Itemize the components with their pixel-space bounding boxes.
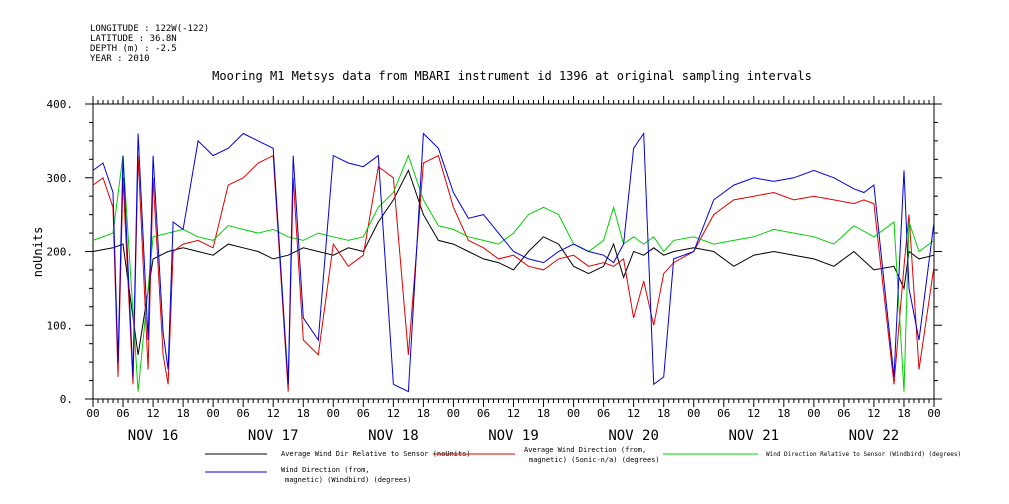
x-tick-label: 06 — [237, 407, 250, 420]
x-tick-label: 00 — [207, 407, 220, 420]
x-tick-label: 12 — [146, 407, 159, 420]
x-tick-label: 00 — [807, 407, 820, 420]
series-line-2 — [92, 154, 935, 392]
y-tick-label: 200. — [47, 246, 74, 259]
chart-title: Mooring M1 Metsys data from MBARI instru… — [212, 69, 812, 83]
x-tick-label: 00 — [567, 407, 580, 420]
y-tick-label: 100. — [47, 319, 74, 332]
legend-item-black: Average Wind Dir Relative to Sensor (noU… — [205, 450, 471, 458]
x-tick-label: 18 — [657, 407, 670, 420]
x-tick-label: 18 — [417, 407, 430, 420]
y-tick-label: 400. — [47, 98, 74, 111]
series-line-1 — [92, 154, 935, 392]
day-label: NOV 20 — [608, 428, 659, 444]
legend-label-black: Average Wind Dir Relative to Sensor (noU… — [281, 450, 471, 458]
legend-label-blue-line2: magnetic) (Windbird) (degrees) — [285, 476, 411, 484]
x-tick-label: 18 — [297, 407, 310, 420]
x-tick-label: 06 — [477, 407, 490, 420]
legend-item-red: Average Wind Direction (from, magnetic) … — [433, 446, 660, 464]
x-tick-label: 00 — [687, 407, 700, 420]
x-tick-label: 00 — [447, 407, 460, 420]
x-tick-label: 12 — [507, 407, 520, 420]
x-tick-label: 18 — [176, 407, 189, 420]
y-tick-label: 300. — [47, 172, 74, 185]
legend: Average Wind Dir Relative to Sensor (noU… — [205, 446, 961, 484]
legend-label-blue-line1: Wind Direction (from, — [281, 466, 370, 474]
day-label: NOV 17 — [248, 428, 299, 444]
day-label: NOV 21 — [728, 428, 779, 444]
day-label: NOV 16 — [128, 428, 179, 444]
x-tick-label: 12 — [867, 407, 880, 420]
legend-label-red-line1: Average Wind Direction (from, — [524, 446, 646, 454]
x-tick-label: 18 — [897, 407, 910, 420]
x-tick-label: 00 — [86, 407, 99, 420]
y-tick-label: 0. — [60, 393, 73, 406]
legend-item-blue: Wind Direction (from, magnetic) (Windbir… — [205, 466, 411, 484]
legend-item-green: Wind Direction Relative to Sensor (Windb… — [663, 451, 961, 458]
metadata-year: YEAR : 2010 — [90, 54, 150, 64]
x-tick-label: 06 — [837, 407, 850, 420]
x-tick-label: 18 — [537, 407, 550, 420]
x-tick-label: 12 — [627, 407, 640, 420]
x-tick-label: 06 — [357, 407, 370, 420]
series-lines — [92, 131, 935, 393]
x-tick-label: 06 — [116, 407, 129, 420]
x-tick-label: 12 — [387, 407, 400, 420]
legend-label-red-line2: magnetic) (Sonic-n/a) (degrees) — [529, 456, 660, 464]
x-tick-label: 00 — [327, 407, 340, 420]
series-line-3 — [92, 131, 935, 393]
metadata-latitude: LATITUDE : 36.8N — [90, 34, 177, 44]
metadata-block: LONGITUDE : 122W(-122) LATITUDE : 36.8N … — [90, 24, 209, 64]
series-line-0 — [92, 169, 935, 355]
day-label: NOV 18 — [368, 428, 419, 444]
y-axis-label: noUnits — [31, 227, 45, 278]
legend-label-green: Wind Direction Relative to Sensor (Windb… — [766, 451, 961, 458]
tick-marks — [85, 96, 942, 407]
x-tick-label: 12 — [747, 407, 760, 420]
x-tick-label: 00 — [927, 407, 940, 420]
day-labels: NOV 16 NOV 17 NOV 18 NOV 19 NOV 20 NOV 21 NOV … — [128, 428, 899, 444]
metadata-depth: DEPTH (m) : -2.5 — [90, 44, 177, 54]
x-tick-labels: 00 06 12 18 00 06 12 18 00 06 12 18 00 06 12 18 00 06 12 18… — [86, 407, 940, 420]
y-tick-labels: 0. 100. 200. 300. 400. — [47, 98, 74, 406]
metadata-longitude: LONGITUDE : 122W(-122) — [90, 24, 209, 34]
day-label: NOV 19 — [488, 428, 539, 444]
day-label: NOV 22 — [849, 428, 900, 444]
x-tick-label: 06 — [597, 407, 610, 420]
x-tick-label: 18 — [777, 407, 790, 420]
x-tick-label: 06 — [717, 407, 730, 420]
x-tick-label: 12 — [267, 407, 280, 420]
